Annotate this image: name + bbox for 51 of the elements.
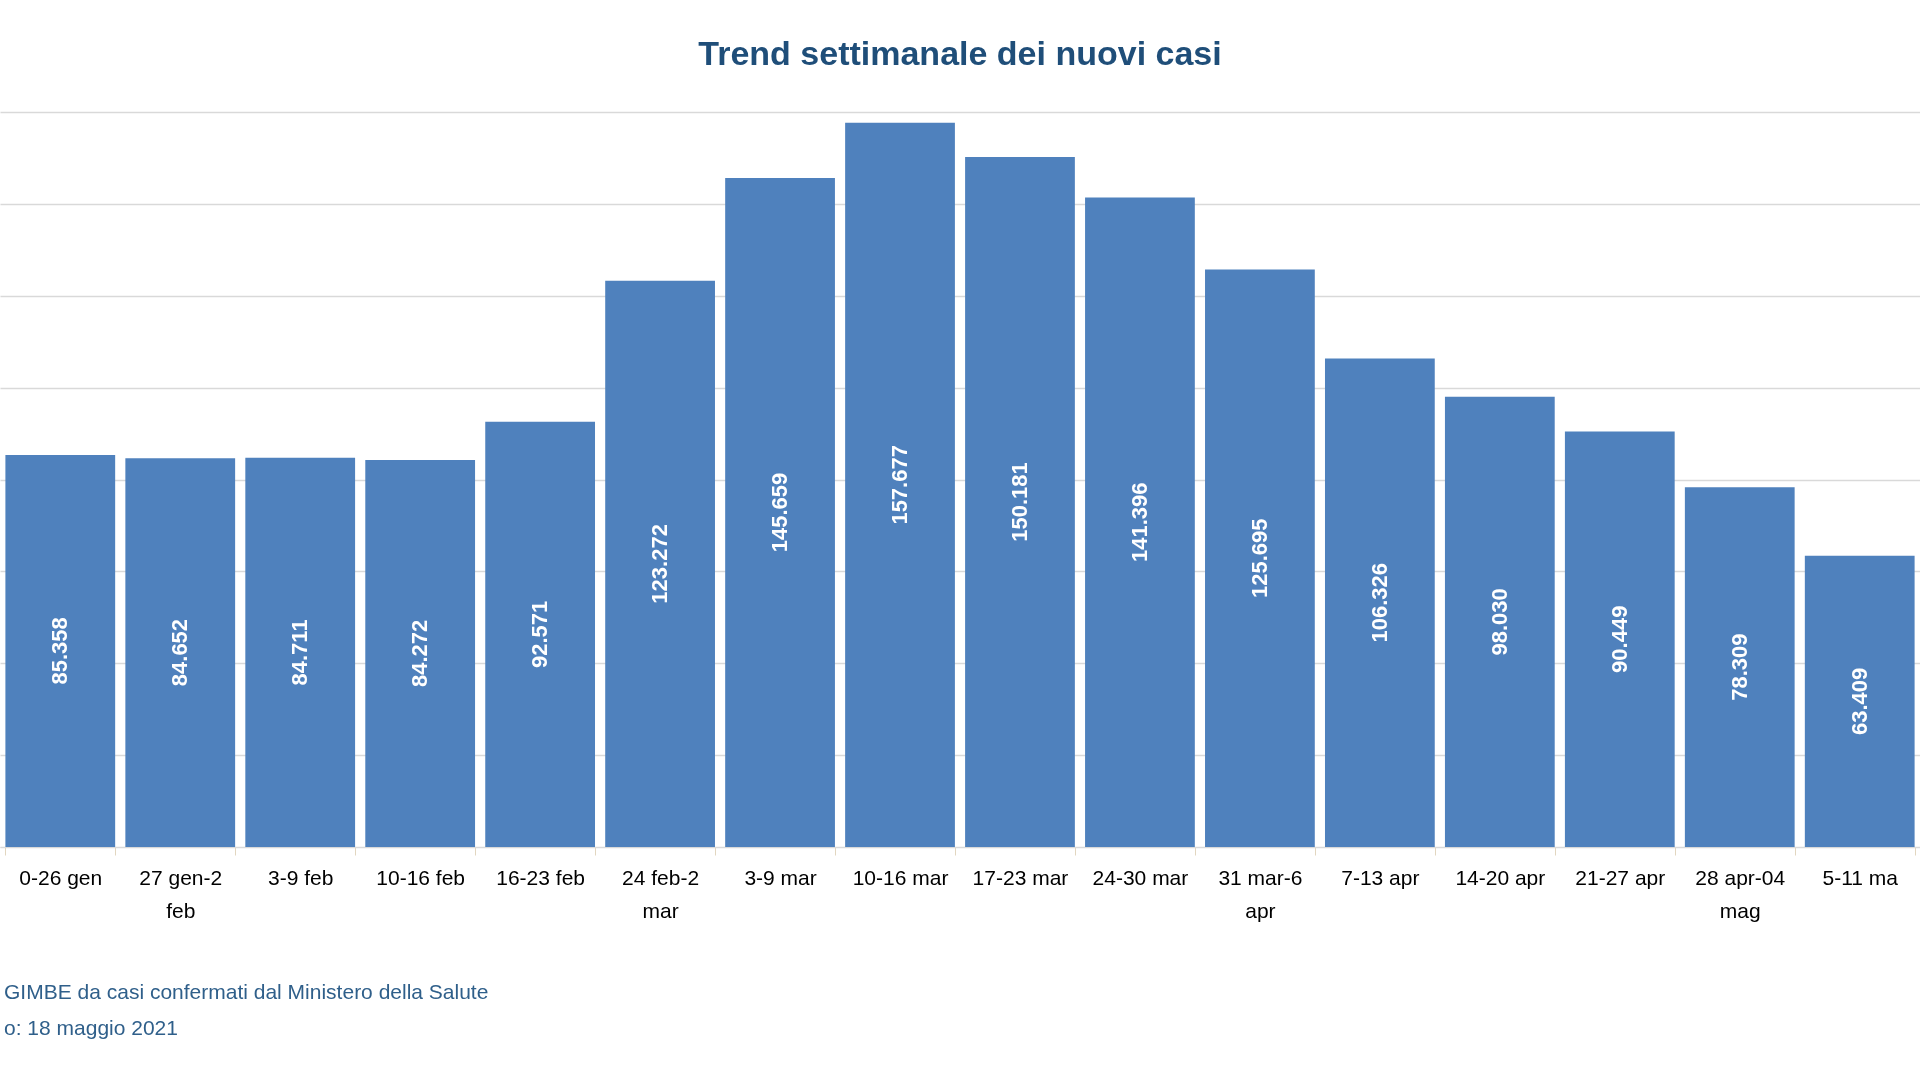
data-label: 106.326 bbox=[1366, 563, 1392, 643]
bar bbox=[245, 457, 356, 847]
bar bbox=[1564, 431, 1675, 847]
data-label: 98.030 bbox=[1486, 588, 1512, 656]
x-tick-label: 31 mar-6 apr bbox=[1218, 865, 1303, 922]
x-tick-label: 24 feb-2 mar bbox=[622, 865, 700, 922]
data-label: 141.396 bbox=[1126, 482, 1152, 562]
data-label: 78.309 bbox=[1726, 633, 1752, 701]
bar bbox=[1205, 269, 1315, 847]
bar bbox=[365, 459, 476, 847]
data-label: 145.659 bbox=[767, 472, 793, 553]
bar bbox=[1804, 555, 1915, 847]
data-label: 90.449 bbox=[1606, 605, 1632, 673]
data-label: 92.571 bbox=[527, 600, 553, 669]
bar bbox=[965, 157, 1075, 847]
data-label: 84.711 bbox=[287, 619, 313, 686]
text: o: 18 maggio 2021 bbox=[4, 1016, 178, 1039]
bar bbox=[125, 458, 236, 847]
data-label: 157.677 bbox=[887, 445, 913, 525]
x-tick-label: 10-16 mar bbox=[852, 865, 949, 889]
data-label: 84.652 bbox=[167, 618, 193, 687]
bar bbox=[845, 122, 955, 847]
data-label: 125.695 bbox=[1246, 518, 1272, 599]
text: GIMBE da casi confermati dal Ministero della Salute bbox=[4, 980, 489, 1003]
bar bbox=[605, 280, 715, 847]
x-tick-label: 0-26 gen bbox=[19, 865, 103, 889]
bar bbox=[5, 454, 116, 847]
x-tick-label: 3-9 feb bbox=[268, 865, 334, 889]
x-tick-label: 5-11 ma bbox=[1822, 865, 1899, 889]
x-tick-label: 14-20 apr bbox=[1455, 865, 1546, 889]
bar bbox=[1444, 396, 1555, 847]
x-tick-label: 28 apr-04 mag bbox=[1695, 865, 1786, 922]
x-tick-label: 21-27 apr bbox=[1575, 865, 1666, 889]
x-tick-label: 24-30 mar bbox=[1092, 865, 1189, 889]
x-tick-label: 10-16 feb bbox=[376, 865, 466, 889]
data-label: 123.272 bbox=[647, 524, 673, 604]
x-tick-label: 27 gen-2 feb bbox=[139, 865, 223, 922]
x-tick-label: 3-9 mar bbox=[744, 865, 817, 889]
data-label: 85.358 bbox=[47, 617, 73, 685]
bar bbox=[1684, 487, 1795, 847]
bar bbox=[485, 421, 596, 847]
bar bbox=[1085, 197, 1195, 847]
chart-title: Trend settimanale dei nuovi casi bbox=[698, 34, 1222, 72]
x-tick-label: 16-23 feb bbox=[496, 865, 586, 889]
x-tick-label: 7-13 apr bbox=[1341, 865, 1420, 889]
data-label: 150.181 bbox=[1006, 462, 1032, 542]
bar bbox=[725, 177, 835, 847]
data-label: 63.409 bbox=[1846, 667, 1872, 736]
bar bbox=[1324, 358, 1435, 847]
data-label: 84.272 bbox=[407, 619, 433, 688]
x-tick-label: 17-23 mar bbox=[972, 865, 1069, 889]
